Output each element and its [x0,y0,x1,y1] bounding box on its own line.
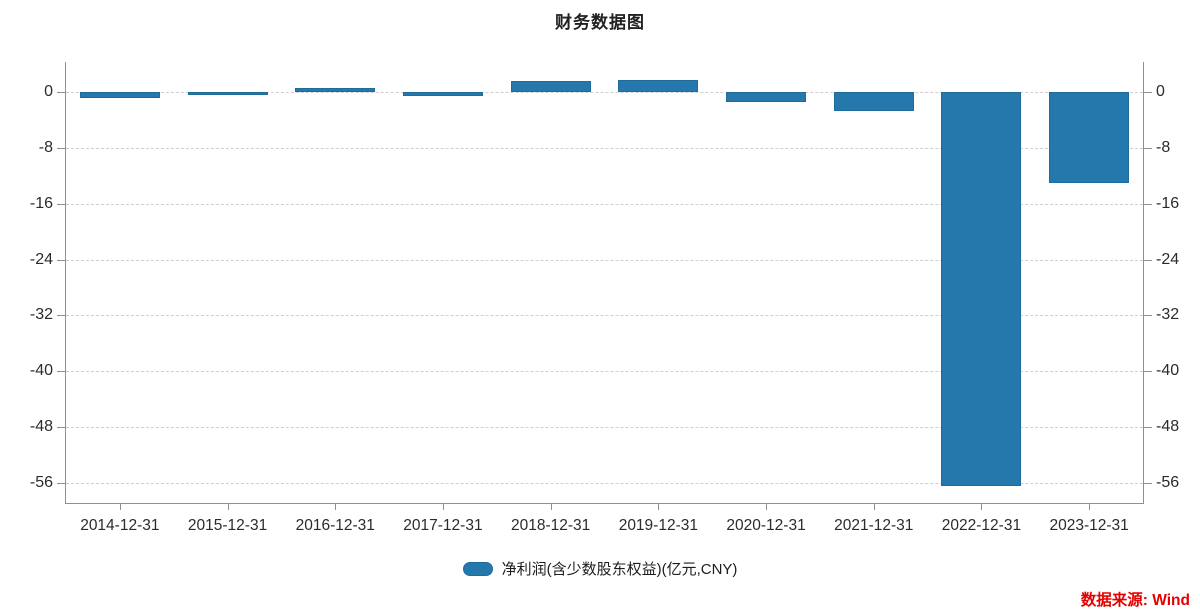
y-axis-tick-left [57,315,66,317]
legend: 净利润(含少数股东权益)(亿元,CNY) [0,558,1200,579]
y-axis-tick-left [57,147,66,149]
y-axis-tick-right [1143,483,1152,484]
x-axis-label-2014-12-31: 2014-12-31 [80,517,160,534]
y-axis-tick-left [57,259,66,261]
y-axis-tick-left [57,483,66,484]
legend-label: 净利润(含少数股东权益)(亿元,CNY) [501,561,738,578]
y-axis-label-right--40: -40 [1156,362,1180,380]
y-axis-label-left--32: -32 [29,306,53,324]
y-axis-label-left--40: -40 [29,362,53,380]
y-axis-tick-left [57,92,66,93]
chart-title: 财务数据图 [555,13,645,32]
x-axis-tick [1089,503,1091,510]
y-axis-label-right--48: -48 [1156,418,1180,436]
y-axis-tick-right [1143,315,1152,317]
x-axis-label-2020-12-31: 2020-12-31 [726,517,806,534]
bar-2015-12-31 [187,92,268,95]
y-axis-label-right--24: -24 [1156,250,1180,268]
gridline--8 [66,147,1143,149]
y-axis-tick-left [57,427,66,429]
x-axis-tick [227,503,229,510]
y-axis-tick-right [1143,427,1152,429]
x-axis-tick [766,503,768,510]
plot-area: 0 0 -8 -8 -16 -16 -24 -24 -32 -32 -40 -40 -48 -48 -56 -… [30,62,1179,534]
x-axis-label-2019-12-31: 2019-12-31 [618,517,698,534]
y-axis-label-right--32: -32 [1156,306,1180,324]
gridline--32 [66,315,1143,317]
gridline--24 [66,259,1143,261]
bar-2023-12-31 [1049,92,1130,183]
y-axis-tick-left [57,203,66,205]
y-axis-tick-right [1143,203,1152,205]
y-axis-tick-right [1143,371,1152,373]
y-axis-label-left-0: 0 [44,83,53,100]
y-axis-label-left--24: -24 [29,250,53,268]
bar-2019-12-31 [618,80,699,92]
y-axis-tick-left [57,371,66,373]
y-axis-label-left--8: -8 [38,138,53,156]
x-axis-tick [873,503,875,510]
x-axis-tick [442,503,444,510]
bar-2014-12-31 [79,92,160,99]
legend-swatch-icon [462,561,493,576]
y-axis-label-right-0: 0 [1156,83,1165,100]
y-axis-label-right--56: -56 [1156,474,1180,491]
x-axis-label-2021-12-31: 2021-12-31 [834,517,914,534]
x-axis-label-2015-12-31: 2015-12-31 [187,517,268,534]
y-axis-label-left--48: -48 [29,418,53,436]
x-axis-label-2018-12-31: 2018-12-31 [510,517,591,534]
x-axis-label-2022-12-31: 2022-12-31 [941,517,1022,534]
y-axis-label-left--56: -56 [29,474,53,491]
y-axis-label-right--8: -8 [1156,138,1171,156]
gridline-0 [66,92,1143,93]
x-axis-label-2023-12-31: 2023-12-31 [1049,517,1129,534]
x-axis-tick [658,503,660,510]
y-axis-tick-right [1143,259,1152,261]
x-axis-label-2016-12-31: 2016-12-31 [295,517,375,534]
bar-2018-12-31 [510,80,591,92]
gridline--16 [66,203,1143,205]
x-axis-tick [335,503,337,510]
data-source-label: 数据来源: Wind [1080,592,1190,609]
x-axis-tick [550,503,552,510]
bar-2020-12-31 [726,92,807,103]
x-axis-label-2017-12-31: 2017-12-31 [403,517,483,534]
y-axis-tick-right [1143,147,1152,149]
bar-2017-12-31 [402,92,483,97]
bar-2021-12-31 [833,92,914,111]
x-axis-tick [981,503,983,510]
y-axis-label-left--16: -16 [29,194,53,212]
x-axis-tick [119,503,121,510]
y-axis-tick-right [1143,92,1152,93]
bar-2022-12-31 [941,92,1022,487]
y-axis-label-right--16: -16 [1156,194,1180,212]
gridline--56 [66,483,1143,484]
bar-2016-12-31 [295,87,376,92]
gridline--40 [66,371,1143,373]
gridline--48 [66,427,1143,429]
